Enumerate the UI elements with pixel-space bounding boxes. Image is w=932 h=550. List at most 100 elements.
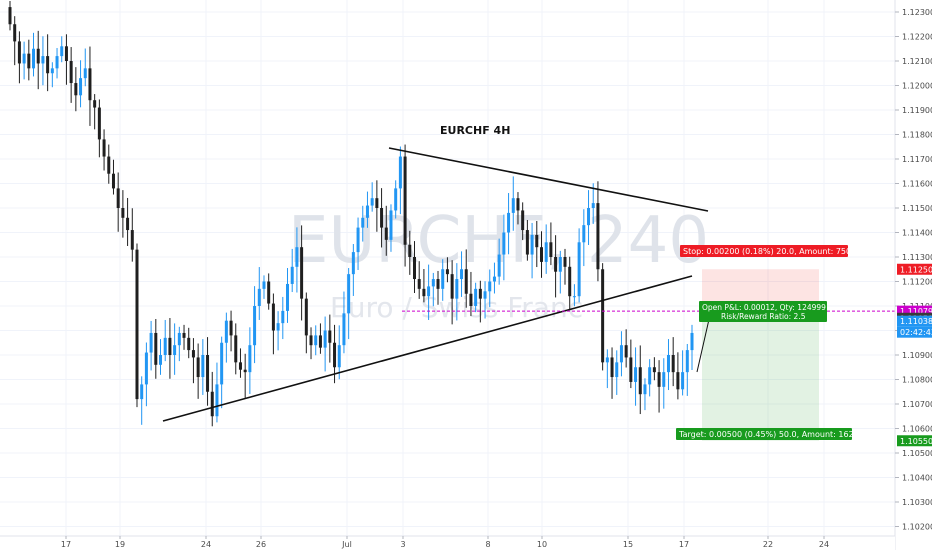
candle[interactable]: [497, 238, 501, 285]
candle[interactable]: [314, 325, 318, 356]
candle[interactable]: [50, 62, 54, 88]
candle[interactable]: [568, 256, 572, 311]
candle[interactable]: [347, 268, 351, 340]
candle[interactable]: [525, 220, 529, 261]
candle[interactable]: [474, 282, 478, 313]
candle[interactable]: [417, 261, 421, 299]
lower-trendline[interactable]: [162, 275, 693, 422]
candle[interactable]: [455, 263, 459, 321]
candles[interactable]: [8, 0, 694, 427]
candle[interactable]: [64, 34, 68, 85]
candle[interactable]: [460, 251, 464, 297]
candle[interactable]: [83, 48, 87, 87]
candle[interactable]: [554, 235, 558, 298]
candle[interactable]: [74, 67, 78, 112]
candle[interactable]: [210, 371, 214, 427]
candle[interactable]: [375, 180, 379, 232]
candle[interactable]: [610, 347, 614, 399]
candle[interactable]: [17, 31, 21, 84]
candle[interactable]: [69, 47, 73, 103]
candle[interactable]: [516, 192, 520, 225]
candle[interactable]: [507, 193, 511, 255]
candle[interactable]: [276, 311, 280, 351]
candle[interactable]: [187, 327, 191, 359]
candle[interactable]: [511, 176, 515, 231]
candle[interactable]: [361, 205, 365, 242]
candle[interactable]: [144, 342, 148, 407]
candle[interactable]: [431, 272, 435, 307]
candle[interactable]: [577, 228, 581, 303]
candle[interactable]: [93, 94, 97, 130]
candle[interactable]: [130, 208, 134, 262]
candle[interactable]: [662, 358, 666, 409]
candle[interactable]: [201, 339, 205, 395]
candle[interactable]: [657, 360, 661, 413]
candle[interactable]: [690, 324, 694, 370]
candle[interactable]: [624, 329, 628, 368]
candle[interactable]: [177, 326, 181, 362]
candle[interactable]: [492, 262, 496, 294]
candle[interactable]: [41, 36, 45, 86]
candle[interactable]: [140, 376, 144, 425]
candle[interactable]: [469, 271, 473, 317]
candle[interactable]: [323, 316, 327, 372]
pnl-label[interactable]: Open P&L: 0.00012, Qty: 124999Risk/Rewar…: [699, 301, 827, 322]
candle[interactable]: [36, 30, 40, 90]
candle[interactable]: [111, 159, 115, 195]
candle[interactable]: [79, 60, 83, 108]
candle[interactable]: [107, 144, 111, 184]
candle[interactable]: [521, 202, 525, 241]
candle[interactable]: [464, 249, 468, 308]
candle[interactable]: [535, 220, 539, 268]
candle[interactable]: [591, 183, 595, 224]
candle[interactable]: [398, 146, 402, 215]
candle[interactable]: [318, 323, 322, 354]
candle[interactable]: [563, 248, 567, 285]
target-price-badge[interactable]: 1.10550: [897, 435, 932, 447]
candle[interactable]: [32, 32, 36, 77]
candle[interactable]: [676, 352, 680, 400]
candle[interactable]: [267, 273, 271, 310]
candle[interactable]: [412, 241, 416, 294]
candle[interactable]: [351, 244, 355, 296]
candle[interactable]: [215, 362, 219, 423]
candle[interactable]: [572, 284, 576, 307]
candle[interactable]: [403, 144, 407, 267]
candle[interactable]: [234, 323, 238, 375]
candle[interactable]: [441, 259, 445, 301]
position-labels[interactable]: Stop: 0.00200 (0.18%) 20.0, Amount: 750 T…: [676, 245, 859, 440]
candle[interactable]: [229, 310, 233, 352]
candle[interactable]: [253, 286, 257, 364]
candle[interactable]: [220, 336, 224, 409]
candle[interactable]: [380, 188, 384, 248]
candle[interactable]: [126, 197, 130, 246]
candle[interactable]: [97, 99, 101, 158]
candle[interactable]: [544, 224, 548, 274]
candle[interactable]: [648, 359, 652, 397]
candle[interactable]: [478, 280, 482, 323]
candle[interactable]: [619, 331, 623, 377]
candle[interactable]: [384, 205, 388, 256]
candle[interactable]: [488, 269, 492, 308]
candle[interactable]: [168, 318, 172, 379]
candle[interactable]: [121, 190, 125, 238]
candle[interactable]: [652, 357, 656, 381]
countdown-badge[interactable]: 02:42:43: [897, 326, 932, 338]
candle[interactable]: [356, 217, 360, 270]
target-label[interactable]: Target: 0.00500 (0.45%) 50.0, Amount: 16…: [676, 428, 859, 440]
upper-trendline[interactable]: [388, 147, 709, 212]
candle[interactable]: [281, 296, 285, 340]
candle[interactable]: [408, 230, 412, 275]
candle[interactable]: [582, 209, 586, 267]
candle[interactable]: [224, 312, 228, 363]
candle[interactable]: [502, 214, 506, 281]
price2-badge[interactable]: 1.11038: [897, 315, 932, 327]
candle[interactable]: [365, 191, 369, 228]
candle[interactable]: [173, 323, 177, 375]
candle[interactable]: [290, 248, 294, 293]
candle[interactable]: [638, 345, 642, 415]
candle[interactable]: [262, 275, 266, 299]
candle[interactable]: [304, 292, 308, 354]
candle[interactable]: [530, 222, 534, 279]
